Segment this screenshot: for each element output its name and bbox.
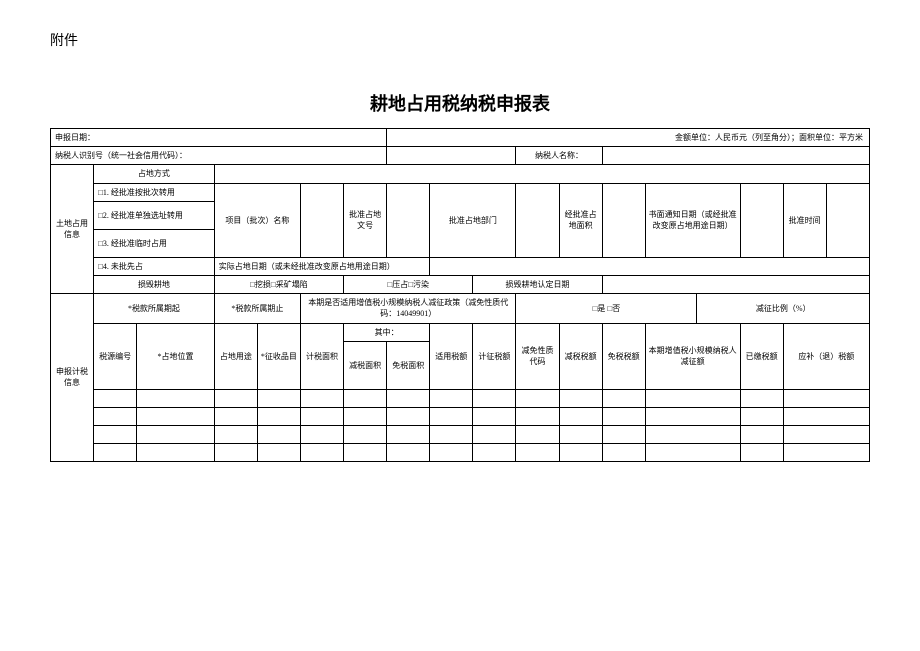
mining-label: □挖损□采矿塌陷 — [214, 275, 343, 293]
notice-date-value — [740, 183, 783, 257]
reduce-area-label: 减税面积 — [344, 341, 387, 389]
exempt-area-label: 免税面积 — [387, 341, 430, 389]
taxpayer-name-value — [602, 147, 869, 165]
damage-label: 损毁耕地 — [94, 275, 215, 293]
exempt-code-label: 减免性质代码 — [516, 323, 559, 389]
refund-label: 应补（退）税额 — [783, 323, 869, 389]
page-title: 耕地占用税纳税申报表 — [50, 90, 870, 116]
taxpayer-name-label: 纳税人名称： — [516, 147, 602, 165]
attachment-label: 附件 — [50, 30, 870, 50]
method-label: 占地方式 — [94, 165, 215, 183]
small-reduce-label: 本期增值税小规模纳税人减征额 — [645, 323, 740, 389]
table-row — [94, 389, 137, 407]
project-value — [300, 183, 343, 257]
taxpayer-id-label: 纳税人识别号（统一社会信用代码）： — [51, 147, 387, 165]
table-row — [94, 425, 137, 443]
opt1: □1. 经批准按批次转用 — [94, 183, 215, 201]
damage-date-label: 损毁耕地认定日期 — [473, 275, 602, 293]
opt2: □2. 经批准单独选址转用 — [94, 201, 215, 229]
approval-time-label: 批准时间 — [783, 183, 826, 257]
land-section-label: 土地占用信息 — [51, 165, 94, 294]
approval-dept-label: 批准占地部门 — [430, 183, 516, 257]
item-label: *征收品目 — [257, 323, 300, 389]
approval-no-label: 批准占地文号 — [344, 183, 387, 257]
exempt-tax-label: 免税税额 — [602, 323, 645, 389]
reduce-tax-label: 减税税额 — [559, 323, 602, 389]
period-end-label: *税款所属期止 — [214, 294, 300, 323]
period-start-label: *税款所属期起 — [94, 294, 215, 323]
table-row — [94, 443, 137, 461]
opt3: □3. 经批准临时占用 — [94, 229, 215, 257]
project-label: 项目（批次）名称 — [214, 183, 300, 257]
approved-area-label: 经批准占地面积 — [559, 183, 602, 257]
actual-date-label: 实际占地日期（或未经批准改变原占地用途日期） — [214, 257, 429, 275]
source-no-label: 税源编号 — [94, 323, 137, 389]
approval-no-value — [387, 183, 430, 257]
taxpayer-id-value — [387, 147, 516, 165]
approval-time-value — [826, 183, 869, 257]
rate-label: 适用税额 — [430, 323, 473, 389]
damage-date-value — [602, 275, 869, 293]
opt4: □4. 未批先占 — [94, 257, 215, 275]
location-label: *占地位置 — [137, 323, 215, 389]
pollution-label: □压占□污染 — [344, 275, 473, 293]
of-which-label: 其中： — [344, 323, 430, 341]
small-scale-label: 本期是否适用增值税小规模纳税人减征政策（减免性质代码：14049901） — [300, 294, 515, 323]
tax-section-label: 申报计税信息 — [51, 294, 94, 462]
yes-no-label: □是 □否 — [516, 294, 697, 323]
report-date-label: 申报日期： — [51, 129, 387, 147]
notice-date-label: 书面通知日期（或经批准改变原占地用途日期） — [645, 183, 740, 257]
approved-area-value — [602, 183, 645, 257]
paid-label: 已缴税额 — [740, 323, 783, 389]
method-blank — [214, 165, 869, 183]
declaration-table: 申报日期： 金额单位：人民币元（列至角分）；面积单位：平方米 纳税人识别号（统一… — [50, 128, 870, 462]
actual-date-value — [430, 257, 870, 275]
unit-label: 金额单位：人民币元（列至角分）；面积单位：平方米 — [387, 129, 870, 147]
tax-area-label: 计税面积 — [300, 323, 343, 389]
use-label: 占地用途 — [214, 323, 257, 389]
approval-dept-value — [516, 183, 559, 257]
calc-tax-label: 计征税额 — [473, 323, 516, 389]
table-row — [94, 407, 137, 425]
reduction-ratio-label: 减征比例（%） — [697, 294, 870, 323]
